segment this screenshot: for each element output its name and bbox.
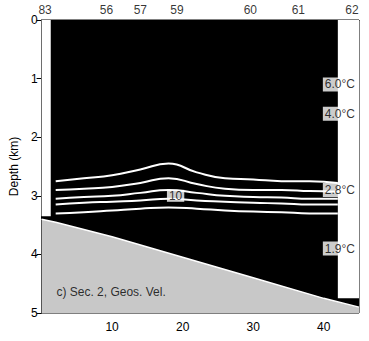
svg-text:56: 56 bbox=[100, 3, 114, 17]
svg-text:1: 1 bbox=[31, 72, 38, 86]
svg-text:5: 5 bbox=[31, 306, 38, 320]
svg-text:60: 60 bbox=[244, 3, 258, 17]
svg-text:3: 3 bbox=[31, 189, 38, 203]
svg-text:1.9°C: 1.9°C bbox=[325, 242, 355, 256]
svg-text:20: 20 bbox=[176, 320, 190, 334]
svg-text:83: 83 bbox=[38, 3, 52, 17]
svg-text:2.8°C: 2.8°C bbox=[325, 183, 355, 197]
svg-text:c) Sec. 2, Geos. Vel.: c) Sec. 2, Geos. Vel. bbox=[56, 285, 165, 299]
svg-text:61: 61 bbox=[292, 3, 306, 17]
svg-text:62: 62 bbox=[345, 3, 359, 17]
svg-text:59: 59 bbox=[170, 3, 184, 17]
svg-text:2: 2 bbox=[31, 130, 38, 144]
svg-text:40: 40 bbox=[317, 320, 331, 334]
svg-text:6.0°C: 6.0°C bbox=[325, 77, 355, 91]
svg-text:30: 30 bbox=[247, 320, 261, 334]
svg-text:10: 10 bbox=[105, 320, 119, 334]
svg-text:0: 0 bbox=[31, 13, 38, 27]
svg-text:Depth (km): Depth (km) bbox=[7, 137, 21, 196]
svg-text:4.0°C: 4.0°C bbox=[325, 107, 355, 121]
svg-text:57: 57 bbox=[134, 3, 148, 17]
svg-text:4: 4 bbox=[31, 247, 38, 261]
svg-text:10: 10 bbox=[169, 189, 183, 203]
